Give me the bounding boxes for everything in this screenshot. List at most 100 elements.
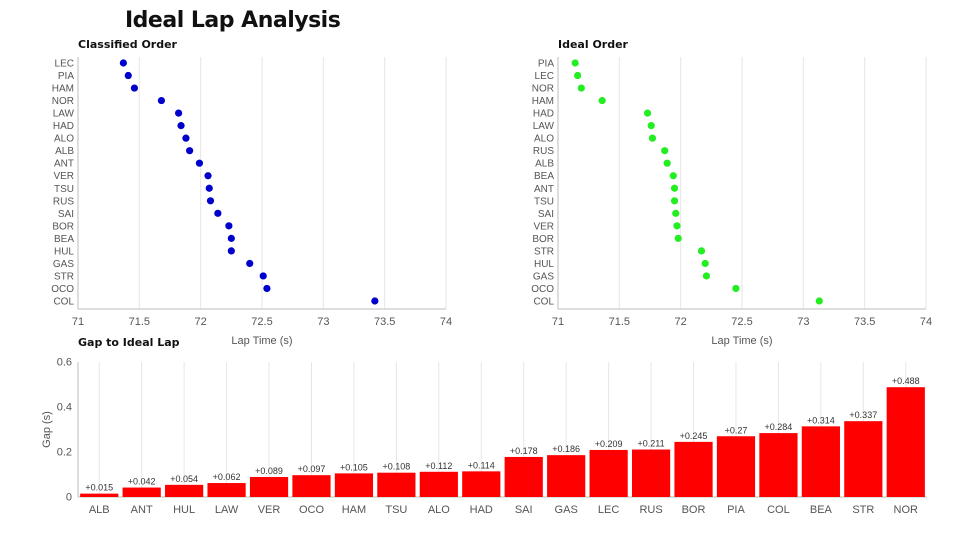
gap-bar bbox=[674, 441, 713, 497]
x-tick-label: ALB bbox=[89, 504, 110, 516]
y-tick-label: BEA bbox=[54, 234, 74, 245]
ideal-dot bbox=[648, 134, 657, 142]
x-tick-label: 71.5 bbox=[609, 316, 630, 328]
gap-bar bbox=[80, 493, 119, 497]
y-tick-label: ALB bbox=[535, 159, 554, 170]
x-tick-label: HUL bbox=[173, 504, 195, 516]
y-tick-label: LAW bbox=[53, 109, 75, 120]
y-tick-label: TSU bbox=[534, 196, 554, 207]
y-tick-label: NOR bbox=[532, 84, 554, 95]
ideal-dot bbox=[674, 234, 682, 242]
x-tick-label: LAW bbox=[215, 504, 239, 516]
y-tick-label: PIA bbox=[58, 71, 74, 82]
x-tick-label: BOR bbox=[682, 504, 706, 516]
ideal-dot bbox=[672, 209, 680, 217]
y-tick-label: ANT bbox=[534, 184, 554, 195]
y-tick-label: COL bbox=[533, 297, 554, 308]
x-tick-label: HAM bbox=[342, 504, 366, 516]
classified-dot bbox=[174, 109, 183, 117]
ideal-dot bbox=[670, 184, 679, 192]
x-tick-label: ANT bbox=[131, 504, 153, 516]
ideal-dot bbox=[661, 147, 669, 155]
y-tick-label: HUL bbox=[54, 246, 74, 257]
gap-bar bbox=[589, 449, 628, 497]
y-tick-label: OCO bbox=[51, 284, 74, 295]
y-tick-label: HAD bbox=[53, 121, 74, 132]
y-tick-label: PIA bbox=[538, 59, 554, 70]
gap-bar bbox=[292, 475, 331, 497]
classified-dot bbox=[263, 284, 271, 293]
ideal-dot bbox=[673, 222, 681, 230]
y-tick-label: RUS bbox=[53, 196, 74, 207]
y-tick-label: 0.6 bbox=[57, 357, 72, 369]
y-tick-label: ALO bbox=[54, 134, 74, 145]
gap-bar bbox=[547, 455, 586, 497]
x-tick-label: RUS bbox=[639, 504, 662, 516]
classified-dot bbox=[204, 172, 212, 180]
page-title: Ideal Lap Analysis bbox=[125, 8, 341, 33]
gap-bar bbox=[886, 387, 925, 497]
panel-title: Classified Order bbox=[78, 38, 178, 51]
ideal-dot bbox=[643, 109, 652, 117]
y-tick-label: STR bbox=[54, 271, 74, 282]
ideal-dot bbox=[577, 84, 585, 92]
classified-dot bbox=[124, 71, 132, 80]
bar-data-label: +0.284 bbox=[765, 422, 793, 432]
y-tick-label: 0.2 bbox=[57, 447, 72, 459]
y-tick-label: STR bbox=[534, 246, 554, 257]
y-tick-label: TSU bbox=[54, 184, 74, 195]
gap-bar bbox=[504, 456, 543, 497]
bar-data-label: +0.114 bbox=[468, 460, 495, 470]
classified-dot bbox=[157, 96, 166, 105]
y-tick-label: BEA bbox=[534, 171, 554, 182]
ideal-dot bbox=[669, 172, 677, 180]
x-tick-label: OCO bbox=[299, 504, 325, 516]
x-tick-label: BEA bbox=[810, 504, 833, 516]
classified-dot bbox=[186, 147, 194, 155]
gap-bar bbox=[249, 476, 289, 497]
classified-dot bbox=[206, 197, 215, 205]
x-tick-label: 74 bbox=[440, 316, 452, 328]
classified-dot bbox=[182, 134, 190, 142]
x-tick-label: 73 bbox=[317, 316, 329, 328]
x-tick-label: 73.5 bbox=[374, 316, 395, 328]
y-tick-label: 0.4 bbox=[57, 402, 72, 414]
y-tick-label: HAM bbox=[52, 84, 74, 95]
bar-data-label: +0.015 bbox=[85, 483, 113, 493]
gap-bar bbox=[759, 433, 798, 497]
classified-dot bbox=[227, 234, 235, 242]
y-tick-label: 0 bbox=[66, 492, 72, 504]
y-tick-label: BOR bbox=[532, 234, 554, 245]
x-tick-label: SAI bbox=[515, 504, 533, 516]
y-tick-label: BOR bbox=[52, 221, 74, 232]
bar-data-label: +0.178 bbox=[510, 446, 538, 456]
ideal-dot bbox=[598, 96, 606, 105]
y-tick-label: LEC bbox=[535, 71, 554, 82]
bar-data-label: +0.186 bbox=[552, 444, 580, 454]
x-tick-label: ALO bbox=[428, 504, 450, 516]
gap-bar bbox=[334, 473, 374, 497]
x-tick-label: 71 bbox=[552, 316, 564, 328]
x-tick-label: HAD bbox=[470, 504, 493, 516]
bar-data-label: +0.245 bbox=[680, 431, 708, 441]
gap-bar bbox=[716, 436, 756, 497]
y-tick-label: NOR bbox=[52, 96, 74, 107]
y-tick-label: SAI bbox=[58, 209, 74, 220]
classified-dot bbox=[225, 222, 233, 230]
x-tick-label: 71.5 bbox=[129, 316, 150, 328]
bar-data-label: +0.054 bbox=[170, 474, 198, 484]
x-tick-label: COL bbox=[767, 504, 790, 516]
bar-data-label: +0.314 bbox=[807, 415, 835, 425]
bar-data-label: +0.337 bbox=[849, 410, 877, 420]
y-tick-label: HUL bbox=[534, 259, 554, 270]
x-tick-label: 73 bbox=[797, 316, 809, 328]
x-axis-label: Lap Time (s) bbox=[711, 335, 772, 347]
gap-bar bbox=[122, 487, 161, 497]
x-axis-label: Lap Time (s) bbox=[231, 335, 292, 347]
ideal-dot bbox=[670, 197, 679, 205]
ideal-dot bbox=[815, 297, 823, 305]
gap-bar bbox=[844, 421, 883, 497]
bar-data-label: +0.042 bbox=[128, 477, 156, 487]
